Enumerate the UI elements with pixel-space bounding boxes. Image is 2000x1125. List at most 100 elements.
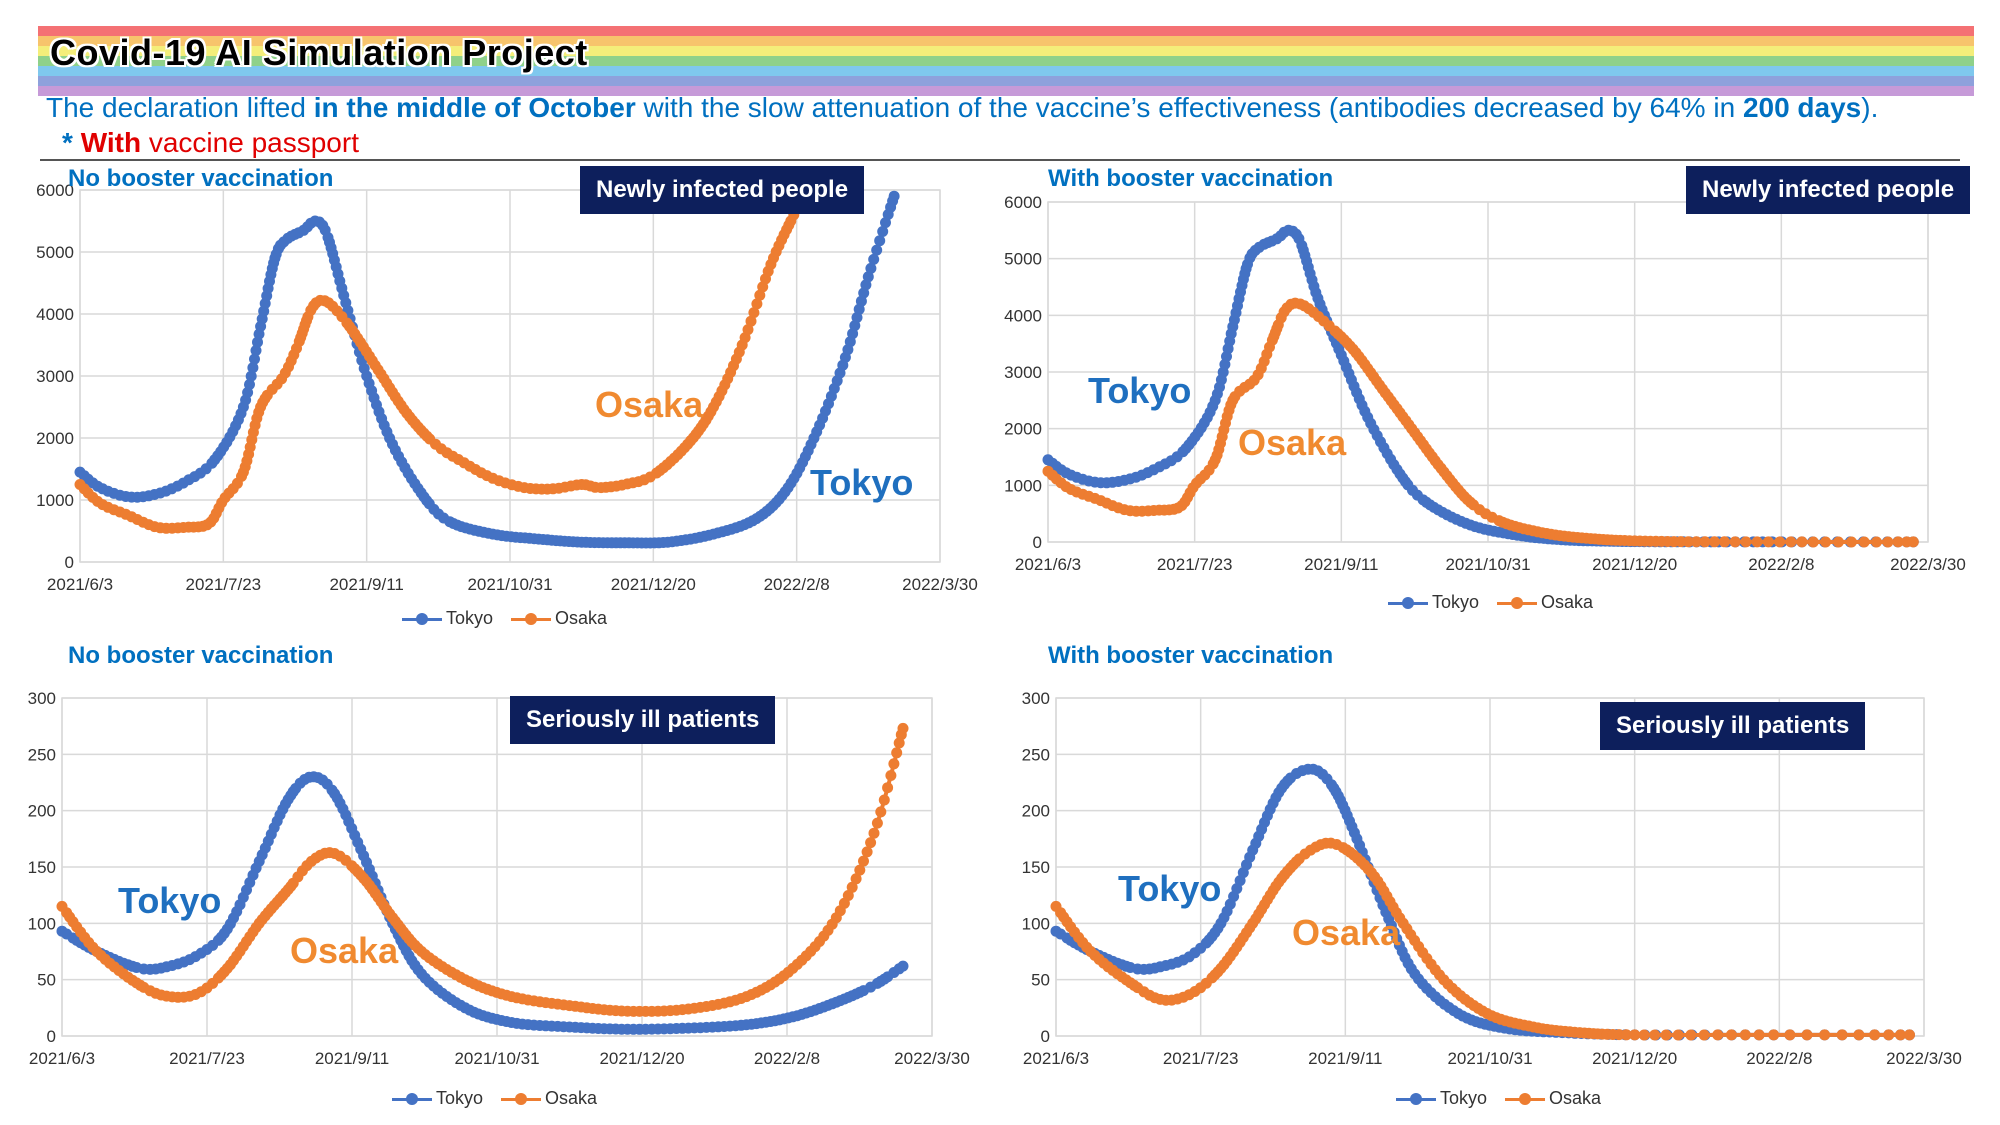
data-point	[748, 307, 760, 319]
data-point	[893, 737, 905, 749]
panel-label: No booster vaccination	[68, 165, 334, 192]
note-bold: With	[80, 127, 142, 158]
chart-panel: 0 1000 2000 3000 4000 5000 6000 2021/6/3 2021/7/…	[980, 160, 1980, 600]
y-tick-label: 6000	[36, 181, 74, 200]
y-tick-label: 2000	[1004, 420, 1042, 439]
data-point	[1709, 536, 1720, 548]
tokyo-label: Tokyo	[1088, 370, 1192, 411]
data-point	[245, 370, 257, 382]
y-tick-label: 2000	[36, 429, 74, 448]
data-point	[878, 794, 890, 806]
x-tick-label: 2022/3/30	[1890, 555, 1966, 574]
tokyo-label: Tokyo	[1118, 868, 1222, 909]
data-point	[871, 817, 883, 829]
y-tick-label: 3000	[36, 367, 74, 386]
data-point	[865, 837, 877, 849]
legend-marker-icon	[1388, 596, 1428, 609]
legend-item: Tokyo	[1396, 1088, 1487, 1109]
x-tick-label: 2021/7/23	[1157, 555, 1233, 574]
data-point	[1638, 1029, 1650, 1041]
data-point	[250, 345, 262, 356]
y-tick-label: 0	[1041, 1027, 1050, 1046]
series-tokyo	[74, 190, 900, 549]
subtitle-part: The declaration lifted	[46, 92, 314, 123]
data-point	[858, 855, 869, 867]
data-point	[874, 235, 886, 247]
data-point	[842, 890, 854, 901]
y-tick-label: 200	[1022, 802, 1050, 821]
x-tick-label: 2022/3/30	[1886, 1049, 1962, 1068]
data-point	[1620, 1029, 1632, 1041]
x-tick-label: 2021/9/11	[329, 575, 403, 594]
x-tick-label: 2021/7/23	[169, 1049, 245, 1068]
rainbow-stripe	[38, 46, 1974, 56]
chart-legend: Tokyo Osaka	[402, 608, 607, 629]
data-point	[868, 827, 880, 839]
data-point	[888, 758, 900, 770]
y-tick-label: 200	[28, 802, 56, 821]
data-point	[1685, 1029, 1697, 1041]
rainbow-stripe	[38, 26, 1974, 36]
osaka-label: Osaka	[1292, 912, 1401, 953]
y-tick-label: 6000	[1004, 193, 1042, 212]
chart-svg: 0 50 100 150 200 250 300 2021/6/3 2021/7/23 2021/…	[1022, 689, 1962, 1068]
note-rest: vaccine passport	[141, 127, 359, 158]
data-point	[1785, 536, 1797, 548]
y-tick-label: 0	[1033, 533, 1042, 552]
x-tick-label: 2021/9/11	[315, 1049, 389, 1068]
data-point	[754, 289, 766, 301]
subtitle-part: ).	[1861, 92, 1879, 123]
data-point	[854, 864, 866, 876]
data-point	[1892, 536, 1904, 548]
y-tick-label: 100	[28, 914, 56, 933]
legend-marker-icon	[1505, 1092, 1546, 1105]
legend-label: Tokyo	[446, 608, 494, 628]
data-point	[1712, 1029, 1724, 1041]
legend-item: Tokyo	[392, 1088, 483, 1109]
osaka-label: Osaka	[290, 930, 399, 971]
x-tick-label: 2021/9/11	[1308, 1049, 1382, 1068]
chart-panel: 0 1000 2000 3000 4000 5000 6000 2021/6/3 2021/7/…	[0, 160, 1000, 600]
series-osaka	[74, 209, 800, 534]
rainbow-stripe	[38, 66, 1974, 76]
data-point	[1719, 536, 1730, 548]
chart-legend: Tokyo Osaka	[392, 1088, 597, 1109]
data-point	[865, 262, 877, 274]
data-point	[751, 298, 763, 310]
data-point	[1768, 1029, 1780, 1041]
legend-label: Osaka	[1549, 1088, 1602, 1108]
data-point	[745, 315, 757, 327]
data-point	[1836, 1029, 1848, 1041]
y-tick-label: 300	[1022, 689, 1050, 708]
y-tick-label: 4000	[36, 305, 74, 324]
data-point	[1801, 1029, 1813, 1041]
y-tick-label: 300	[28, 689, 56, 708]
data-point	[882, 782, 894, 794]
x-tick-label: 2022/2/8	[754, 1049, 820, 1068]
x-tick-label: 2021/6/3	[47, 575, 113, 594]
data-point	[1649, 1029, 1661, 1041]
y-tick-label: 0	[47, 1027, 56, 1046]
data-point	[1660, 1029, 1672, 1041]
chart-svg: 0 1000 2000 3000 4000 5000 6000 2021/6/3 2021/7/…	[1004, 193, 1966, 574]
data-point	[247, 362, 259, 374]
rainbow-stripe	[38, 86, 1974, 96]
x-tick-label: 2022/3/30	[902, 575, 978, 594]
data-point	[1819, 1029, 1831, 1041]
chart-panel: 0 50 100 150 200 250 300 2021/6/3 2021/7/23 2021/…	[0, 680, 1000, 1120]
y-tick-label: 4000	[1004, 306, 1042, 325]
data-point	[1869, 1029, 1881, 1041]
data-point	[1672, 1029, 1684, 1041]
data-point	[1820, 536, 1832, 548]
legend-marker-icon	[501, 1092, 542, 1105]
data-point	[1699, 536, 1711, 548]
x-tick-label: 2021/6/3	[1023, 1049, 1089, 1068]
data-point	[1858, 536, 1870, 548]
data-point	[1796, 536, 1808, 548]
data-point	[1895, 1029, 1906, 1041]
chart-panel: 0 50 100 150 200 250 300 2021/6/3 2021/7/23 2021/…	[980, 680, 1980, 1120]
vaccine-passport-note: * With vaccine passport	[62, 127, 359, 159]
data-point	[249, 353, 260, 365]
y-tick-label: 150	[1022, 858, 1050, 877]
y-tick-label: 150	[28, 858, 56, 877]
